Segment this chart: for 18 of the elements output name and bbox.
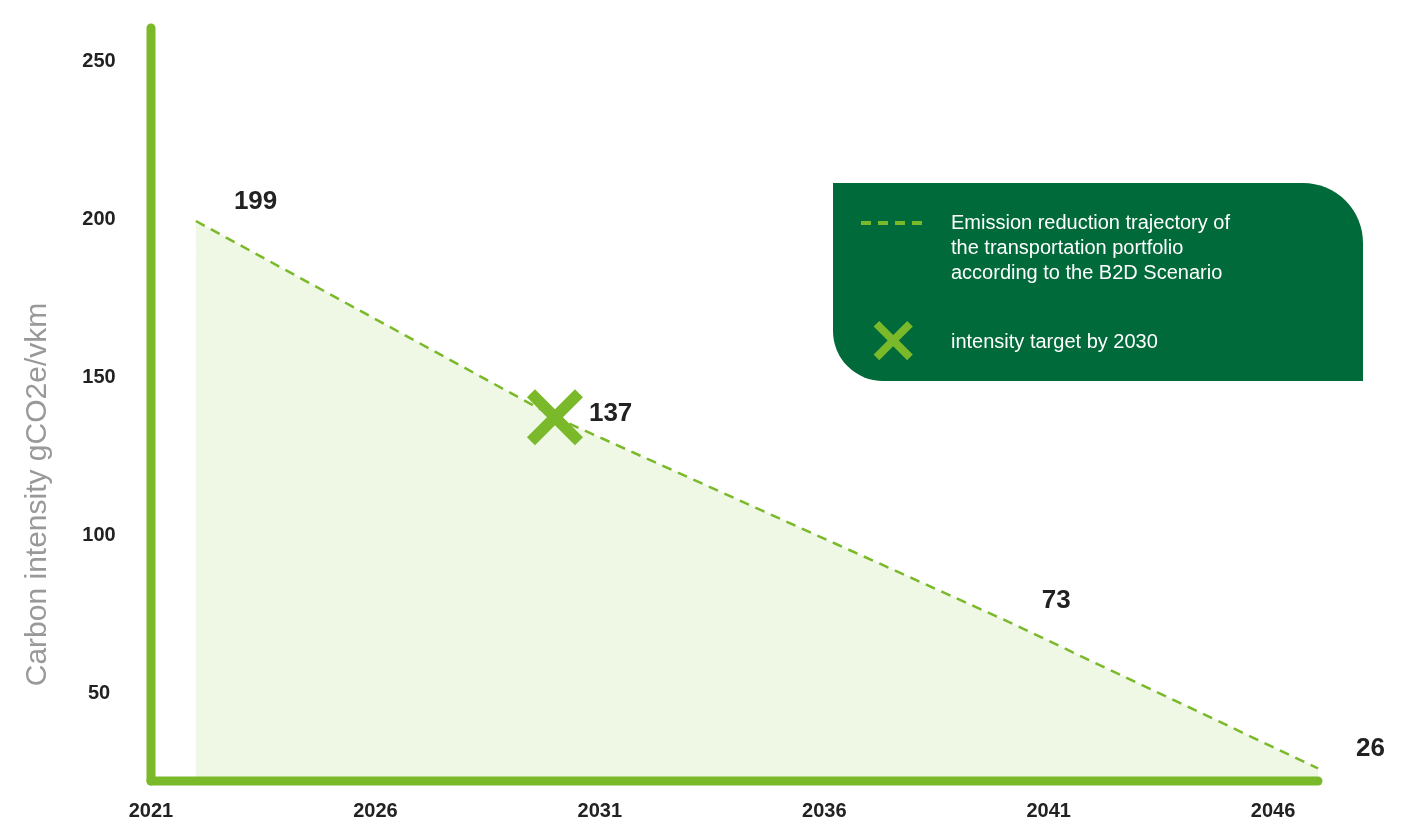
y-tick-label: 200 bbox=[82, 206, 116, 229]
y-tick-label: 150 bbox=[82, 365, 116, 388]
x-tick-label: 2026 bbox=[353, 799, 398, 821]
legend-label: Emission reduction trajectory of the transportation portfolio according to the B2D Scenario bbox=[951, 211, 1231, 283]
x-tick-label: 2041 bbox=[1026, 799, 1071, 821]
data-label: 137 bbox=[588, 397, 633, 428]
x-tick-label: 2031 bbox=[577, 799, 623, 821]
x-tick-label: 2036 bbox=[802, 799, 847, 821]
y-tick-label: 250 bbox=[82, 48, 116, 71]
data-label: 73 bbox=[1041, 583, 1071, 614]
data-label: 26 bbox=[1356, 732, 1385, 763]
y-axis-title: Carbon intensity gCO2e/vkm bbox=[19, 302, 52, 687]
y-tick-label: 100 bbox=[82, 523, 116, 546]
legend-label: intensity target by 2030 bbox=[951, 330, 1158, 352]
x-tick-label: 2046 bbox=[1250, 799, 1296, 821]
data-label: 199 bbox=[233, 185, 278, 215]
y-tick-label: 50 bbox=[87, 681, 111, 704]
x-tick-label: 2021 bbox=[128, 799, 174, 821]
